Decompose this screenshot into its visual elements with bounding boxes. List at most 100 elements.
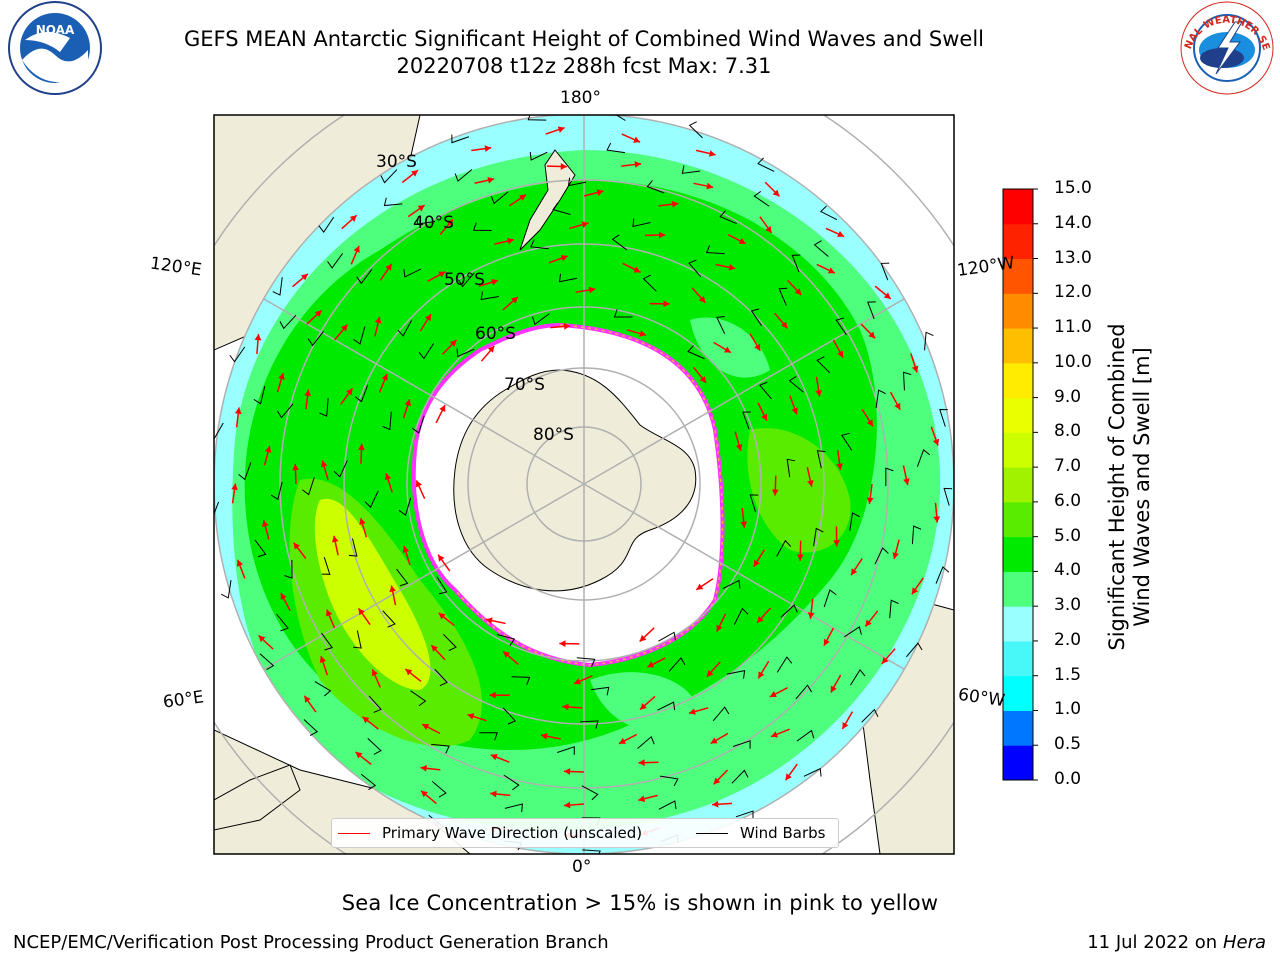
wind-barb (823, 589, 837, 608)
colorbar-tick-label: 2.0 (1054, 629, 1082, 650)
wave-arrow-head (728, 264, 736, 271)
wind-barb (681, 165, 701, 174)
colorbar-swatch (1003, 467, 1033, 503)
wind-barb (905, 642, 923, 658)
wind-barb (841, 432, 853, 451)
wind-barb (642, 274, 657, 292)
wave-arrow-head (439, 405, 446, 413)
wind-barb (786, 458, 796, 478)
colorbar-swatch (1003, 536, 1033, 572)
wind-barb (380, 169, 398, 184)
wave-arrow-head (355, 751, 363, 759)
wave-arrow-head (807, 612, 815, 619)
wave-arrow-head (563, 768, 571, 775)
wave-arrow-head (484, 145, 492, 152)
wave-arrow-head (467, 713, 475, 720)
wave-arrow-head (438, 554, 445, 562)
colorbar-swatch (1003, 293, 1033, 329)
wind-barb (214, 501, 220, 516)
wave-arrow-head (698, 295, 706, 303)
wave-arrow-head (402, 546, 410, 553)
wave-arrow-head (346, 388, 353, 396)
wind-barb (637, 735, 655, 749)
wave-arrow-head (560, 254, 568, 262)
wind-barb (590, 686, 610, 696)
wind-barb (558, 273, 578, 283)
wind-barb (935, 566, 950, 584)
wave-arrow-head (384, 473, 392, 481)
wind-barb (885, 467, 894, 487)
wave-arrow-head (264, 445, 272, 453)
wave-arrow-head (231, 483, 238, 491)
wind-barb (582, 849, 601, 854)
colorbar-tick-label: 9.0 (1054, 386, 1082, 407)
footer-date-text: 11 Jul 2022 on (1087, 932, 1223, 953)
wind-barb (916, 449, 931, 467)
wave-arrow-head (713, 777, 721, 785)
wave-arrow-head (405, 668, 413, 676)
wind-barb (687, 345, 705, 360)
wind-barb (480, 291, 500, 301)
wind-barb (759, 381, 772, 400)
colorbar-tick-label: 13.0 (1054, 247, 1092, 268)
wind-barb (742, 411, 751, 430)
wind-barb (788, 376, 804, 393)
wave-arrow-head (353, 245, 360, 253)
wind-barb (532, 313, 550, 326)
wave-arrow-head (358, 608, 365, 616)
wave-arrow-head (234, 407, 242, 414)
wave-arrow-head (446, 219, 454, 227)
wave-arrow-head (438, 271, 446, 278)
wave-arrow-head (633, 266, 641, 273)
wave-arrow-head (404, 399, 411, 407)
wind-barb (659, 775, 679, 787)
wind-barb (418, 343, 435, 360)
wave-arrow-head (503, 651, 511, 658)
colorbar-title-line-2: Wind Waves and Swell [m] (1130, 347, 1154, 627)
wave-arrow-head (490, 754, 498, 761)
wind-barb (302, 477, 315, 496)
wave-arrow-head (894, 402, 901, 410)
new-zealand (519, 149, 576, 251)
wave-arrow-head (892, 552, 899, 559)
wind-barb (410, 690, 427, 707)
wind-barb (646, 180, 665, 194)
wind-barb (924, 331, 934, 351)
wind-barb (276, 403, 294, 419)
wave-arrow-head (417, 205, 425, 212)
wave-arrow-head (706, 182, 714, 190)
wind-barb (270, 481, 283, 501)
lat-label-40s: 40°S (413, 213, 454, 233)
wave-arrow-head (689, 708, 696, 715)
wave-arrow-head (381, 373, 388, 381)
wind-barb (874, 547, 889, 565)
wave-arrow-head (487, 176, 495, 184)
wind-barb (412, 415, 425, 434)
legend-wave-item: Primary Wave Direction (unscaled) (338, 824, 642, 842)
wave-arrow-head (754, 343, 761, 351)
wave-arrow-head (588, 286, 596, 294)
wave-arrow-head (830, 685, 837, 693)
wave-arrow-head (753, 559, 760, 567)
wave-arrow-head (836, 463, 843, 470)
colorbar-swatch (1003, 640, 1033, 677)
wind-barb (749, 494, 759, 513)
wind-barb (456, 348, 475, 358)
wind-barb (321, 557, 331, 575)
legend-wave-swatch (338, 833, 370, 834)
colorbar-tick-label: 1.5 (1054, 664, 1082, 685)
wind-barb (778, 287, 788, 306)
wave-arrow-head (696, 583, 704, 590)
wind-barb (436, 576, 448, 595)
wind-barb (472, 222, 492, 231)
wind-barb (613, 309, 633, 318)
wave-arrow-head (596, 189, 604, 196)
wind-barb (354, 384, 369, 403)
colorbar-title: Significant Height of Combined Wind Wave… (1105, 277, 1155, 697)
colorbar-tick-label: 3.0 (1054, 595, 1082, 616)
colorbar-tick-label: 11.0 (1054, 317, 1092, 338)
wind-barb (503, 774, 520, 791)
colorbar-tick-label: 10.0 (1054, 351, 1092, 372)
wave-arrow-head (431, 645, 438, 652)
